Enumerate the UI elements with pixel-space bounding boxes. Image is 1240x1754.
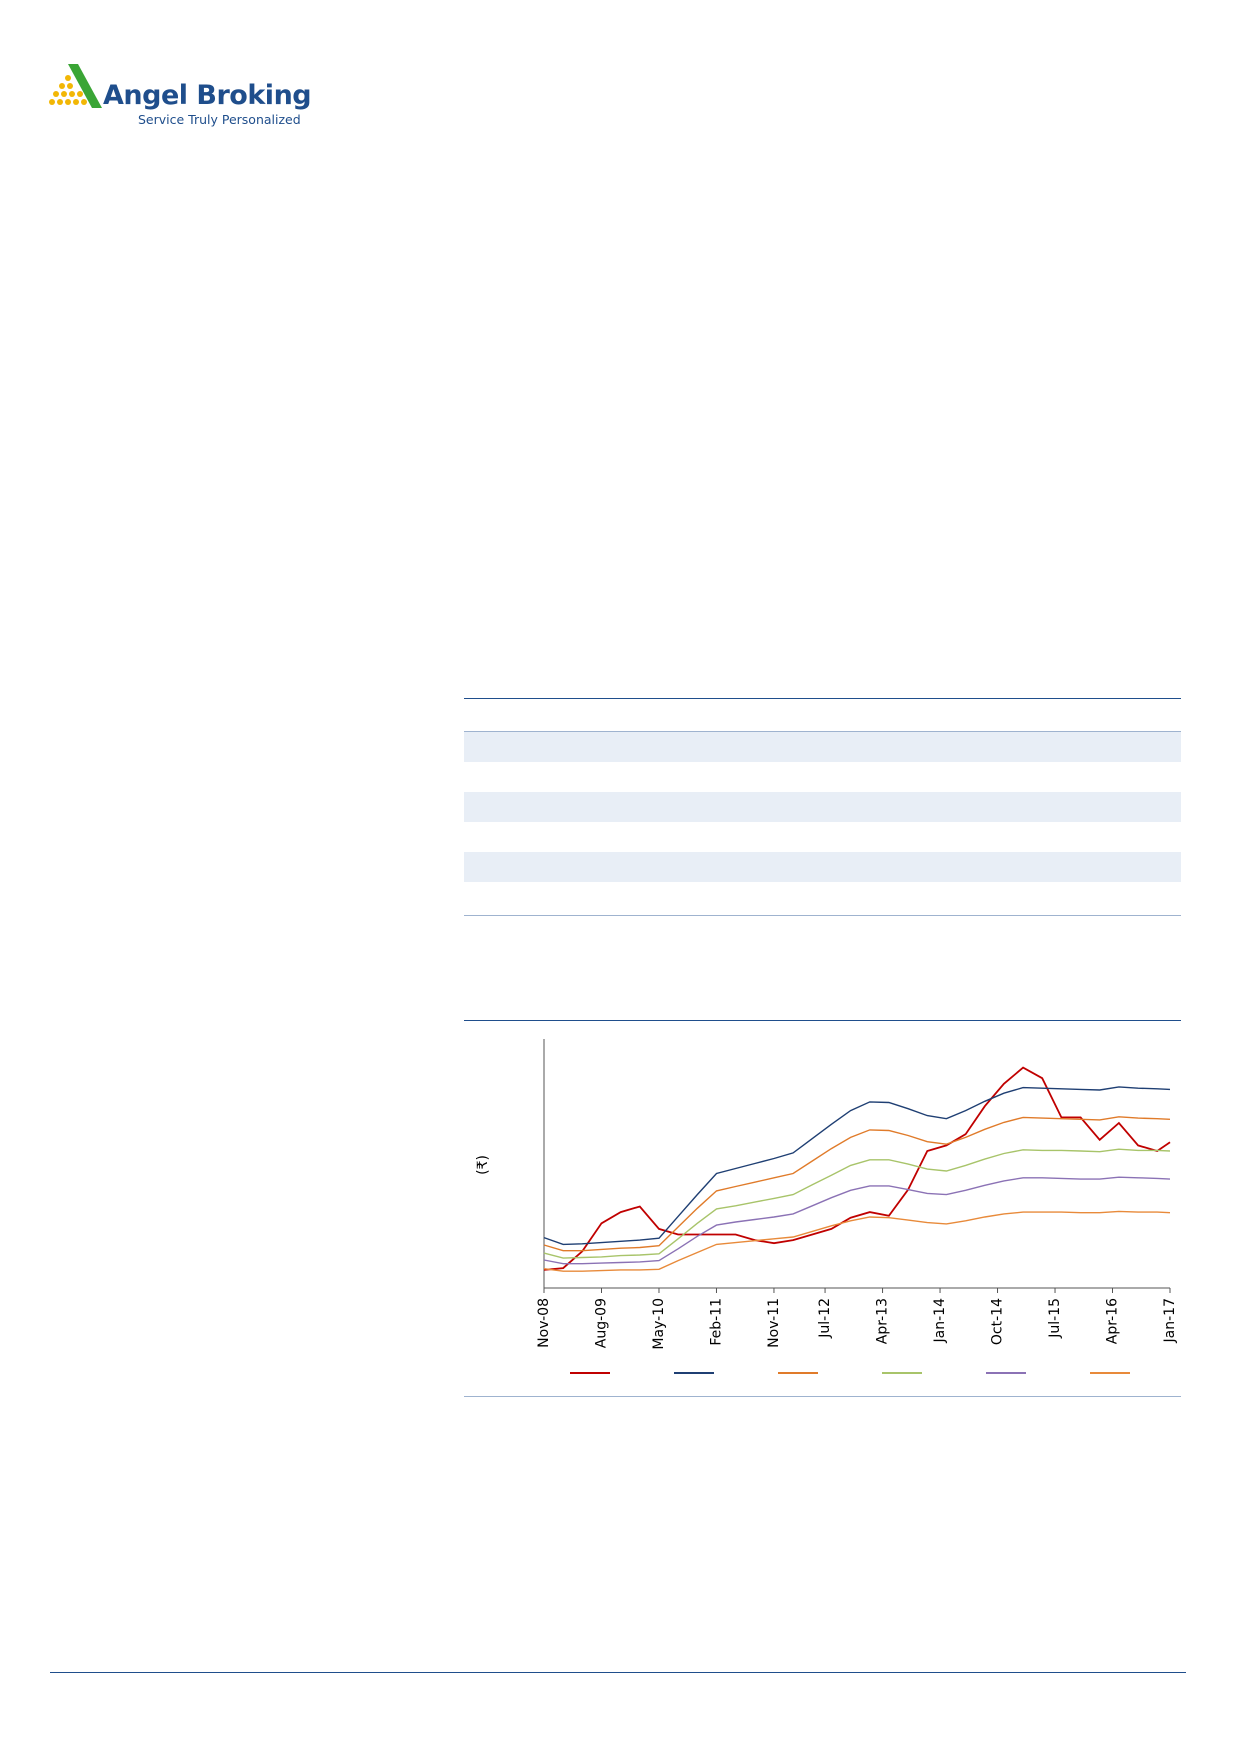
series-line xyxy=(543,1116,1171,1252)
x-tick-label: Jan-17 xyxy=(1162,1298,1178,1343)
x-tick-label: Jul-15 xyxy=(1047,1298,1063,1339)
x-tick-label: Jul-12 xyxy=(817,1298,833,1339)
x-tick-label: Jan-14 xyxy=(932,1298,948,1344)
x-tick-label: Oct-14 xyxy=(990,1298,1006,1345)
chart-bottom-rule xyxy=(464,1396,1181,1397)
chart-top-rule xyxy=(464,1020,1181,1021)
brand: Angel Broking xyxy=(103,80,312,111)
series-line xyxy=(543,1176,1171,1265)
x-tick-label: Nov-08 xyxy=(536,1298,552,1348)
table-row xyxy=(464,792,1181,822)
table-row xyxy=(464,732,1181,762)
table-bottom-rule xyxy=(464,915,1181,916)
x-tick-label: Apr-13 xyxy=(875,1298,891,1344)
x-tick-label: Nov-11 xyxy=(766,1298,782,1348)
series-line xyxy=(543,1210,1171,1272)
series-line xyxy=(543,1148,1171,1259)
x-tick-label: May-10 xyxy=(651,1298,667,1350)
logo-mark xyxy=(49,64,102,108)
table-top-rule xyxy=(464,698,1181,699)
chart: (₹) Nov-08 Aug-09 May-10 Feb-11 Nov-11 Jul-12… xyxy=(475,1039,1178,1374)
y-axis-label: (₹) xyxy=(475,1155,491,1175)
table-header-rule xyxy=(464,731,1181,732)
series-line xyxy=(543,1086,1171,1246)
footer-rule xyxy=(50,1672,1186,1673)
x-tick-label: Apr-16 xyxy=(1105,1298,1121,1344)
series-line xyxy=(543,1066,1171,1271)
tagline: Service Truly Personalized xyxy=(138,112,301,127)
x-tick-label: Aug-09 xyxy=(593,1298,609,1348)
table-row xyxy=(464,852,1181,882)
x-tick-label: Feb-11 xyxy=(708,1298,724,1346)
